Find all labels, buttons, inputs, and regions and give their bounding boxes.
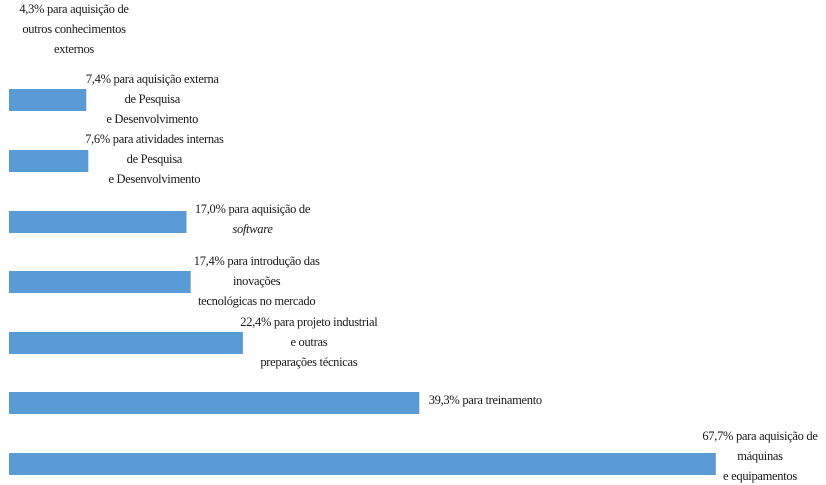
bar-label-0: 4,3% para aquisição de outros conheciment… [19,2,129,56]
bar-5 [9,332,243,354]
bar-label-line: 7,4% para aquisição externa [86,72,220,86]
bar-label-1: 7,4% para aquisição externa de Pesquisa e … [86,72,220,126]
bar-label-line: externos [54,42,94,56]
bar-7 [9,453,716,475]
labels-group: 4,3% para aquisição de outros conheciment… [19,2,818,483]
bar-1 [9,89,87,111]
bars-group [9,89,716,475]
bar-3 [9,211,187,233]
bar-label-line: 7,6% para atividades internas [85,132,224,146]
bar-2 [9,150,89,172]
bar-label-line: 17,0% para aquisição de [195,202,311,216]
bar-label-line: 67,7% para aquisição de [702,429,818,443]
bar-label-4: 17,4% para introdução das inovações tecnol… [194,254,320,308]
bar-label-line: 17,4% para introdução das [194,254,320,268]
bar-label-7: 67,7% para aquisição de máquinas e equipam… [702,429,818,483]
bar-label-line: tecnológicas no mercado [198,294,315,308]
bar-label-line: e outras [290,335,327,349]
bar-label-line: software [232,222,273,236]
bar-label-2: 7,6% para atividades internas de Pesquisa… [85,132,224,186]
bar-label-5: 22,4% para projeto industrial e outras pre… [240,315,378,369]
bar-label-line: 4,3% para aquisição de [19,2,129,16]
bar-label-line: 22,4% para projeto industrial [240,315,378,329]
bar-label-3: 17,0% para aquisição de software [195,202,311,236]
bar-6 [9,392,420,414]
bar-label-line: de Pesquisa [127,152,183,166]
bar-label-line: 39,3% para treinamento [429,393,542,407]
bar-label-line: e Desenvolvimento [108,172,200,186]
bar-label-line: e equipamentos [723,469,797,483]
bar-label-6: 39,3% para treinamento [429,393,542,407]
bar-label-line: outros conhecimentos [22,22,126,36]
bar-label-line: e Desenvolvimento [106,112,198,126]
bar-label-line: máquinas [737,449,783,463]
bar-label-line: de Pesquisa [125,92,181,106]
bar-4 [9,271,191,293]
bar-label-line: inovações [233,274,281,288]
bar-label-line: preparações técnicas [260,355,357,369]
